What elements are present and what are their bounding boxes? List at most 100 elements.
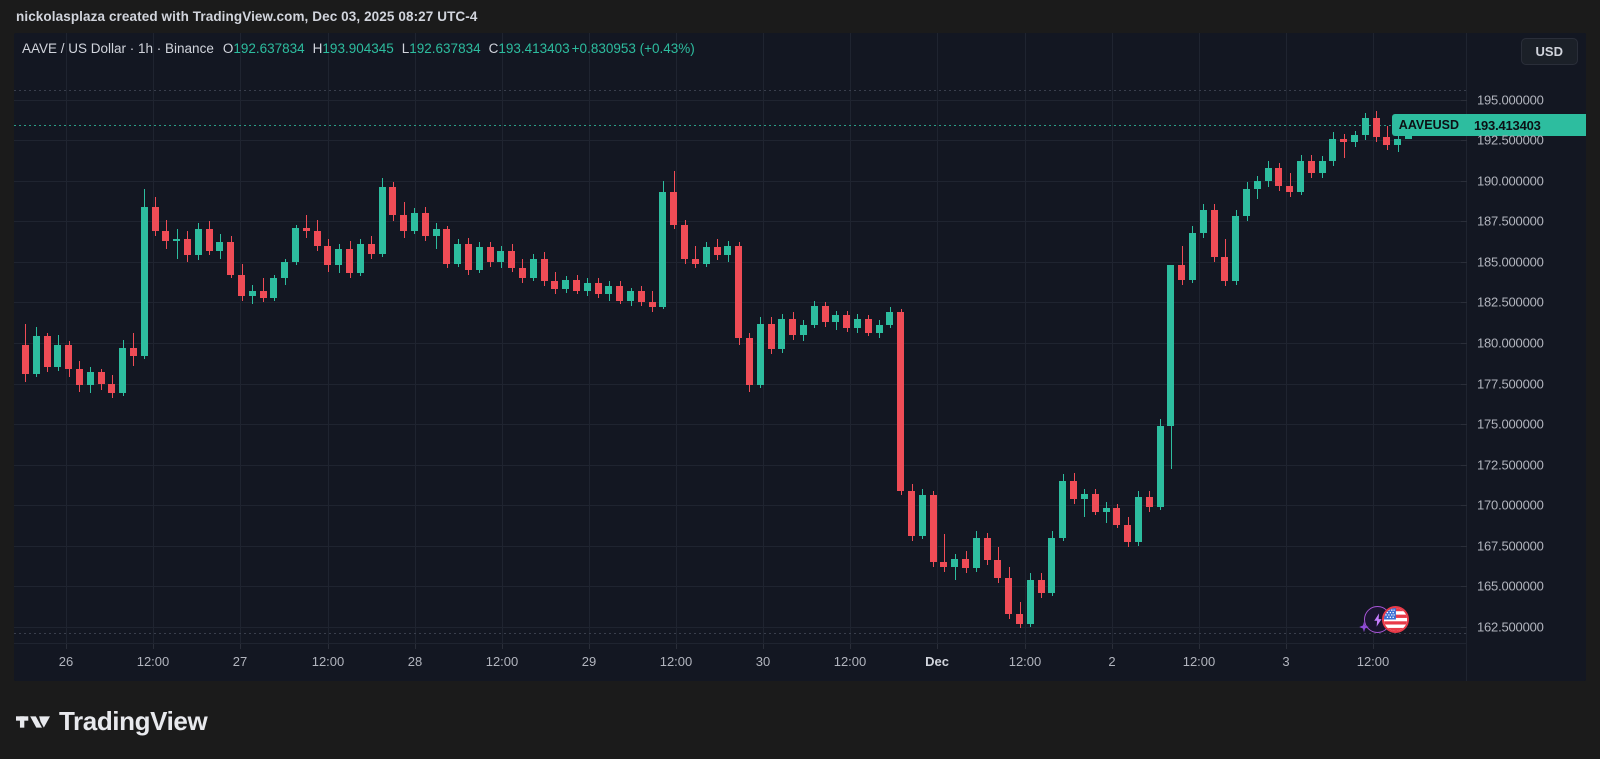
candle-wick (177, 229, 178, 259)
candle-body (1211, 210, 1218, 258)
price-axis-tick (1461, 221, 1467, 223)
vertical-gridlines (14, 33, 1466, 681)
candle-body (368, 244, 375, 254)
candle-body (886, 312, 893, 326)
candle-body (876, 325, 883, 334)
time-axis-label: 27 (232, 654, 248, 669)
candle-body (703, 247, 710, 264)
candle-body (595, 282, 602, 295)
chart-legend[interactable]: AAVE / US Dollar · 1h · Binance O192.637… (22, 41, 695, 56)
candle-body (1362, 117, 1369, 136)
price-axis-tick (1461, 99, 1467, 101)
price-axis-label: 195.000000 (1477, 92, 1544, 108)
gridline-vertical (502, 33, 503, 681)
time-axis-tick (415, 644, 416, 649)
candle-body (800, 325, 807, 335)
candle-body (1351, 135, 1358, 142)
price-axis-tick (1461, 626, 1467, 628)
legend-open: O192.637834 (222, 41, 305, 56)
candle-body (584, 282, 591, 292)
candle-body (735, 245, 742, 339)
candle-body (281, 261, 288, 279)
candle-body (465, 244, 472, 270)
time-axis-tick (1025, 644, 1026, 649)
gridline-vertical (676, 33, 677, 681)
candle-body (152, 206, 159, 232)
candle-wick (436, 222, 437, 249)
upper-boundary-dotted-line (14, 90, 1466, 91)
price-axis-tick (1461, 140, 1467, 142)
candle-body (670, 192, 677, 225)
candle-body (1103, 508, 1110, 512)
candle-wick (1171, 420, 1172, 470)
candle-body (541, 258, 548, 282)
time-axis-label: 2 (1108, 654, 1116, 669)
candle-body (1383, 137, 1390, 146)
price-axis-tick (1461, 180, 1467, 182)
candle-body (1308, 161, 1315, 173)
candle-body (1286, 185, 1293, 193)
candle-body (832, 315, 839, 322)
gridline-vertical (240, 33, 241, 681)
candle-body (324, 245, 331, 266)
candle-body (573, 279, 580, 292)
last-price-dotted-line (14, 125, 1466, 127)
legend-low: L192.637834 (401, 41, 481, 56)
price-axis-label: 175.000000 (1477, 416, 1544, 432)
price-axis-tick (1461, 545, 1467, 547)
time-axis-label: 12:00 (485, 654, 519, 669)
candle-body (562, 279, 569, 290)
candle-body (292, 227, 299, 262)
chart-badges[interactable] (1359, 606, 1409, 633)
price-axis[interactable]: USD 193.413403 195.000000 192.500000 190.0… (1461, 33, 1586, 681)
time-axis-tick (1373, 644, 1374, 649)
candle-body (270, 278, 277, 298)
gridline-vertical (415, 33, 416, 681)
ticker-tag: AAVEUSD (1391, 114, 1466, 137)
gridline-vertical (153, 33, 154, 681)
legend-symbol[interactable]: AAVE / US Dollar · 1h · Binance (22, 41, 214, 56)
time-axis-label: 12:00 (136, 654, 170, 669)
price-axis-label: 172.500000 (1477, 457, 1544, 473)
candle-body (1200, 210, 1207, 233)
chart-plot-area[interactable]: AAVEUSD (14, 33, 1466, 681)
time-axis-tick (763, 644, 764, 649)
candle-body (54, 344, 61, 368)
candle-body (822, 305, 829, 322)
legend-close: C193.413403 (488, 41, 570, 56)
candle-body (227, 242, 234, 275)
candle-wick (263, 278, 264, 303)
time-axis-label: Dec (925, 654, 949, 669)
candle-body (1092, 493, 1099, 512)
gridline-vertical (328, 33, 329, 681)
candle-body (1275, 167, 1282, 186)
candle-body (649, 302, 656, 308)
price-axis-tick (1461, 383, 1467, 385)
candle-body (1319, 161, 1326, 173)
candle-wick (652, 291, 653, 313)
candle-body (692, 258, 699, 264)
candle-body (22, 344, 29, 374)
candle-body (433, 229, 440, 236)
candle-body (119, 347, 126, 394)
time-axis-label: 3 (1282, 654, 1290, 669)
price-axis-label: 185.000000 (1477, 254, 1544, 270)
candle-body (487, 247, 494, 262)
candle-body (497, 250, 504, 262)
candle-body (1243, 188, 1250, 217)
tradingview-wordmark: TradingView (59, 706, 208, 736)
candle-body (551, 281, 558, 290)
candle-body (389, 187, 396, 215)
candle-body (443, 229, 450, 264)
us-flag-icon[interactable] (1382, 606, 1409, 633)
candle-body (908, 490, 915, 536)
candle-body (519, 268, 526, 279)
time-axis[interactable]: 26 12:00 27 12:00 28 12:00 29 12:00 30 12:00 Dec 12… (14, 643, 1466, 681)
time-axis-label: 12:00 (659, 654, 693, 669)
currency-badge[interactable]: USD (1520, 38, 1578, 65)
candle-body (605, 286, 612, 295)
gridline-vertical (1025, 33, 1026, 681)
candle-body (1221, 257, 1228, 282)
candle-wick (1290, 172, 1291, 198)
last-price-label: 193.413403 (1466, 114, 1586, 137)
